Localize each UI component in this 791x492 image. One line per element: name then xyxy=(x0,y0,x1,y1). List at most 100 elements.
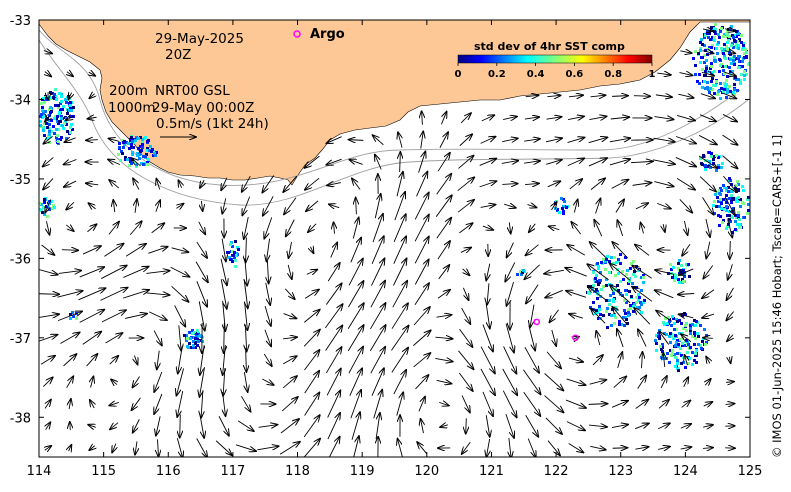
current-vector xyxy=(588,137,608,144)
current-vector xyxy=(459,328,473,347)
current-vector xyxy=(659,331,670,345)
sst-cell xyxy=(55,117,58,120)
current-vector xyxy=(195,261,208,283)
sst-cell xyxy=(730,44,733,47)
current-vector xyxy=(702,448,713,449)
sst-cell xyxy=(741,48,744,51)
sst-cell xyxy=(722,35,725,38)
current-vector xyxy=(375,155,382,170)
sst-cell xyxy=(71,311,74,314)
sst-cell xyxy=(703,36,706,39)
sst-cell xyxy=(561,207,564,210)
sst-cell xyxy=(196,337,199,340)
current-vector xyxy=(245,324,246,352)
current-vector xyxy=(680,424,691,428)
sst-cell xyxy=(624,289,627,292)
current-vector xyxy=(724,29,735,31)
sst-cell xyxy=(725,189,728,192)
current-vector xyxy=(326,136,342,144)
current-vector xyxy=(370,303,385,330)
current-vector xyxy=(699,176,716,192)
current-vector xyxy=(551,329,556,346)
current-vector xyxy=(568,443,584,453)
current-vector xyxy=(658,400,669,409)
current-vector xyxy=(109,356,119,365)
sst-cell xyxy=(707,36,710,39)
current-vector xyxy=(727,335,733,341)
sst-cell xyxy=(39,202,41,205)
current-vector xyxy=(595,198,601,214)
current-vector xyxy=(223,368,225,396)
sst-cell xyxy=(704,164,707,167)
current-vector xyxy=(436,380,452,383)
sst-cell xyxy=(725,32,728,35)
current-vector xyxy=(663,224,665,232)
current-vector xyxy=(132,397,141,410)
current-vector xyxy=(245,258,247,285)
current-vector xyxy=(509,222,510,233)
sst-cell xyxy=(728,214,731,217)
sst-cell xyxy=(146,163,149,166)
sst-cell xyxy=(724,65,727,68)
sst-cell xyxy=(48,130,51,133)
current-vector xyxy=(283,337,297,339)
sst-cell xyxy=(722,52,725,55)
current-vector xyxy=(728,264,733,280)
current-vector xyxy=(653,138,674,142)
sst-cell xyxy=(747,209,750,212)
sst-cell xyxy=(141,143,144,146)
current-vector xyxy=(220,279,227,308)
current-vector xyxy=(479,159,497,166)
sst-cell xyxy=(694,73,697,76)
sst-cell xyxy=(623,299,626,302)
colorbar-title: std dev of 4hr SST comp xyxy=(474,40,625,53)
current-vector xyxy=(461,307,471,324)
sst-cell xyxy=(40,209,43,212)
sst-cell xyxy=(661,346,664,349)
sst-cell xyxy=(671,349,674,352)
sst-cell xyxy=(136,152,139,155)
current-vector xyxy=(41,244,55,255)
sst-cell xyxy=(629,267,632,270)
sst-cell xyxy=(59,138,62,141)
current-vector xyxy=(679,73,692,76)
sst-cell xyxy=(674,344,677,347)
sst-cell xyxy=(731,42,734,45)
sst-cell xyxy=(621,294,624,297)
sst-cell xyxy=(56,134,59,137)
sst-cell xyxy=(744,48,747,51)
argo-floats xyxy=(533,318,579,342)
sst-cell xyxy=(627,282,630,285)
sst-cell xyxy=(721,221,724,224)
sst-cell xyxy=(727,37,730,40)
current-vector xyxy=(218,416,229,435)
sst-cell xyxy=(743,78,746,81)
sst-cell xyxy=(730,194,733,197)
sst-cell xyxy=(709,38,712,41)
sst-cell xyxy=(623,324,626,327)
colorbar-tick-label: 0 xyxy=(455,69,462,80)
current-vector xyxy=(350,238,361,263)
current-vector xyxy=(200,179,204,188)
sst-cell xyxy=(743,70,746,73)
current-vector xyxy=(722,155,738,169)
sst-cell xyxy=(729,220,732,223)
sst-cell xyxy=(227,251,230,254)
sst-cell xyxy=(606,326,609,329)
sst-cell xyxy=(663,323,666,326)
sst-cell xyxy=(145,153,148,156)
current-vector xyxy=(634,308,651,325)
current-vector xyxy=(413,353,431,368)
sst-cell xyxy=(726,75,729,78)
current-vector xyxy=(439,132,448,148)
sst-cell xyxy=(57,140,60,143)
current-vector xyxy=(617,329,624,348)
current-vector xyxy=(635,447,648,449)
current-vector xyxy=(703,425,713,427)
current-vector xyxy=(567,245,586,256)
current-vector xyxy=(135,441,137,454)
sst-cell xyxy=(668,361,671,364)
current-vector xyxy=(348,259,363,286)
sst-cell xyxy=(723,72,726,75)
sst-cell xyxy=(741,185,744,188)
